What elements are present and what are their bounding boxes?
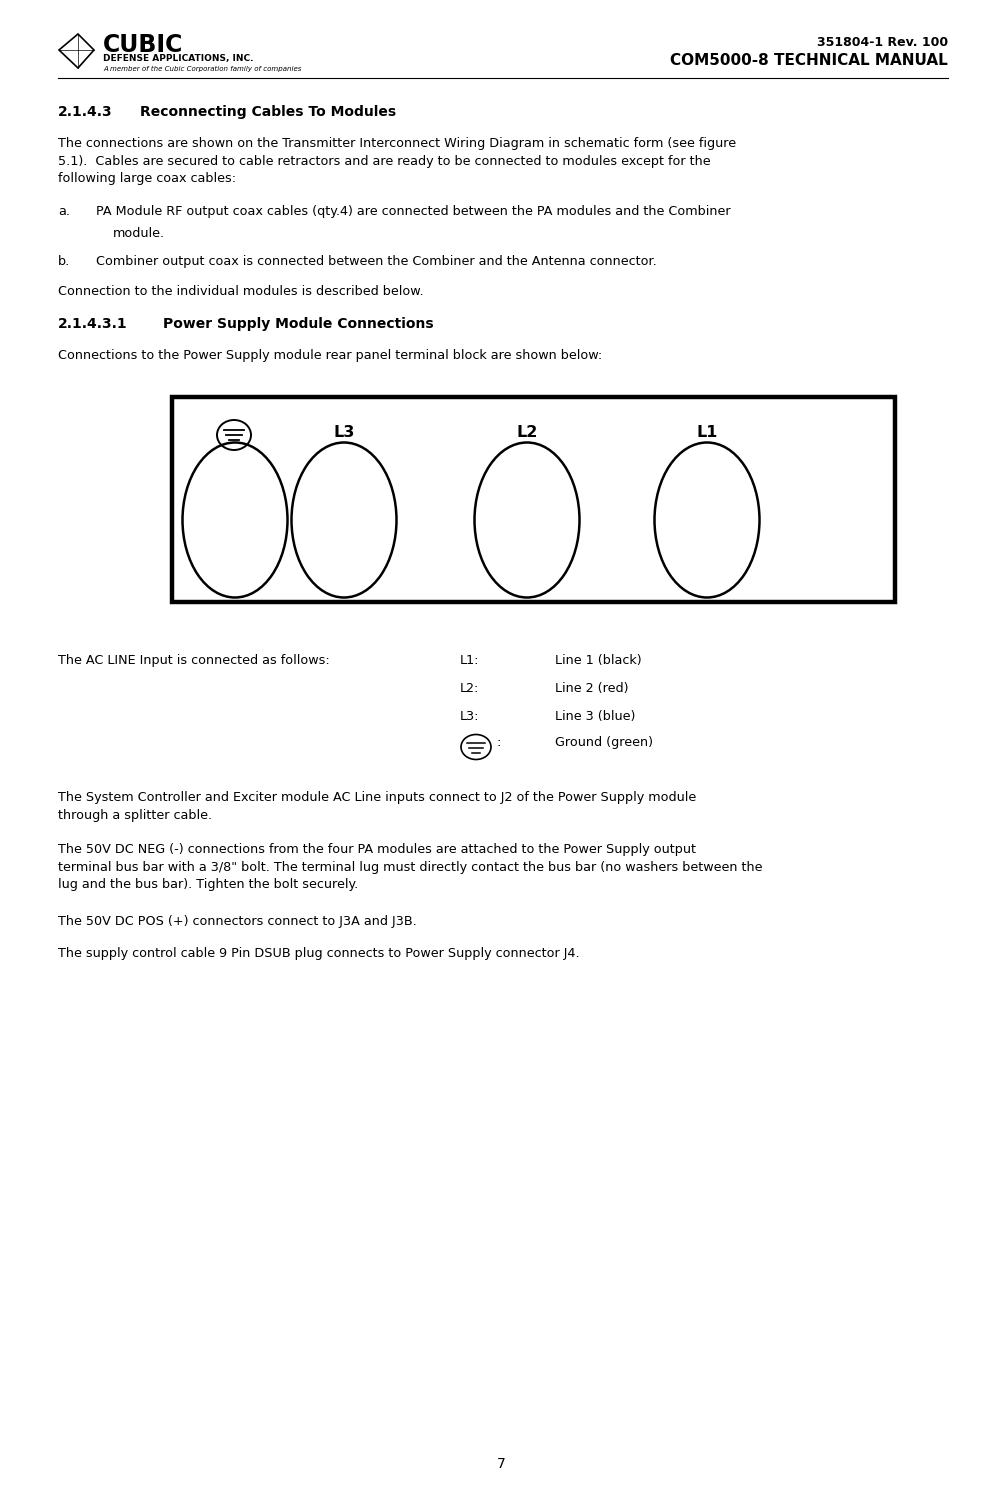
Text: L1: L1 [695,425,717,440]
Text: 2.1.4.3: 2.1.4.3 [58,104,112,119]
Text: L2:: L2: [460,682,479,695]
Bar [171,397,894,601]
Text: Line 1 (black): Line 1 (black) [554,653,641,667]
Text: Connections to the Power Supply module rear panel terminal block are shown below: Connections to the Power Supply module r… [58,349,601,363]
Text: L3: L3 [333,425,355,440]
Text: PA Module RF output coax cables (qty.4) are connected between the PA modules and: PA Module RF output coax cables (qty.4) … [96,204,729,218]
Text: COM5000-8 TECHNICAL MANUAL: COM5000-8 TECHNICAL MANUAL [669,52,947,67]
Text: a.: a. [58,204,70,218]
Text: Connection to the individual modules is described below.: Connection to the individual modules is … [58,285,423,298]
Text: Line 2 (red): Line 2 (red) [554,682,628,695]
Text: module.: module. [113,227,165,240]
Text: Reconnecting Cables To Modules: Reconnecting Cables To Modules [140,104,396,119]
Text: b.: b. [58,255,70,269]
Text: A member of the Cubic Corporation family of companies: A member of the Cubic Corporation family… [103,66,301,72]
Text: The connections are shown on the Transmitter Interconnect Wiring Diagram in sche: The connections are shown on the Transmi… [58,137,735,185]
Text: L2: L2 [516,425,537,440]
Text: The AC LINE Input is connected as follows:: The AC LINE Input is connected as follow… [58,653,330,667]
Text: The System Controller and Exciter module AC Line inputs connect to J2 of the Pow: The System Controller and Exciter module… [58,791,695,822]
Text: DEFENSE APPLICATIONS, INC.: DEFENSE APPLICATIONS, INC. [103,55,254,64]
Text: The 50V DC POS (+) connectors connect to J3A and J3B.: The 50V DC POS (+) connectors connect to… [58,915,417,928]
Text: :: : [496,736,500,749]
Text: Ground (green): Ground (green) [554,736,652,749]
Text: 7: 7 [497,1458,505,1471]
Text: The supply control cable 9 Pin DSUB plug connects to Power Supply connector J4.: The supply control cable 9 Pin DSUB plug… [58,947,579,959]
Text: The 50V DC NEG (-) connections from the four PA modules are attached to the Powe: The 50V DC NEG (-) connections from the … [58,843,762,891]
Text: Combiner output coax is connected between the Combiner and the Antenna connector: Combiner output coax is connected betwee… [96,255,656,269]
Text: 2.1.4.3.1: 2.1.4.3.1 [58,316,127,331]
Text: Line 3 (blue): Line 3 (blue) [554,710,634,724]
Text: CUBIC: CUBIC [103,33,183,57]
Text: 351804-1 Rev. 100: 351804-1 Rev. 100 [816,36,947,49]
Text: L1:: L1: [460,653,479,667]
Text: Power Supply Module Connections: Power Supply Module Connections [163,316,433,331]
Text: L3:: L3: [460,710,479,724]
